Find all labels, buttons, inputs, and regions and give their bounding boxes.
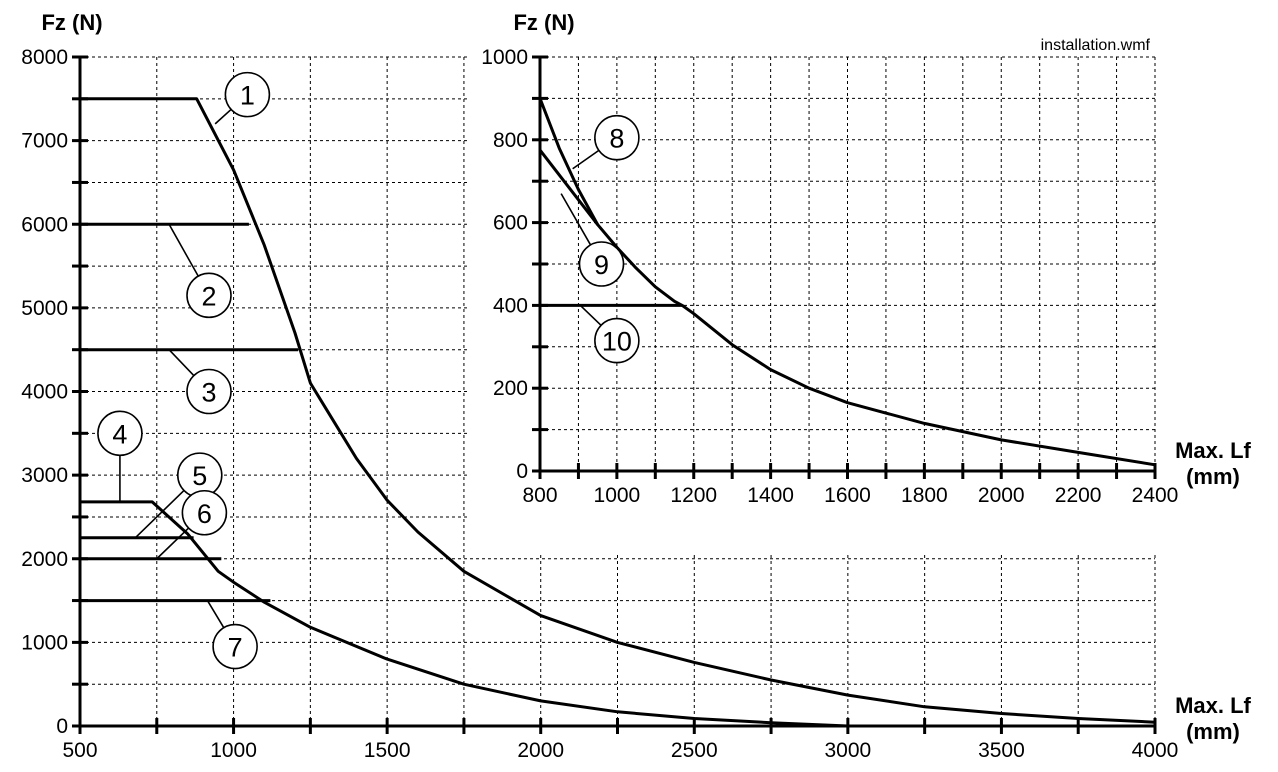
- main-callout-circle-1: [224, 71, 271, 118]
- inset-callout-label-8: 8: [609, 124, 624, 154]
- main-callout-label-4: 4: [112, 419, 127, 449]
- inset-x-tick-label: 1800: [901, 484, 948, 507]
- main-callout-circle-6: [181, 489, 228, 536]
- main-callout-label-1: 1: [240, 81, 255, 111]
- main-callout-label-2: 2: [201, 281, 216, 311]
- inset-x-tick-label: 1000: [594, 484, 641, 507]
- main-callout-leader-2: [168, 223, 199, 277]
- inset-y-tick-label: 0: [516, 460, 528, 483]
- main-x-tick-label: 1000: [210, 739, 257, 762]
- inset-x-tick-label: 800: [522, 484, 557, 507]
- inset-x-tick-label: 1200: [670, 484, 717, 507]
- main-x-tick-label: 1500: [364, 739, 411, 762]
- inset-curve-9: [538, 149, 599, 226]
- main-x-tick-label: 2500: [671, 739, 718, 762]
- main-y-tick-label: 8000: [21, 46, 68, 69]
- main-callout-label-7: 7: [228, 633, 243, 663]
- main-callout-label-5: 5: [192, 461, 207, 491]
- main-x-tick-label: 3000: [824, 739, 871, 762]
- main-callout-circle-3: [186, 368, 232, 415]
- main-y-tick-label: 4000: [21, 381, 68, 404]
- main-curve-1: [80, 97, 1156, 724]
- main-y-tick-label: 6000: [21, 213, 68, 236]
- main-y-tick-label: 3000: [21, 464, 68, 487]
- inset-y-tick-label: 1000: [481, 46, 528, 69]
- inset-callout-leader-10: [579, 304, 602, 326]
- main-y-tick-label: 1000: [21, 631, 68, 654]
- inset-x-tick-label: 2400: [1132, 484, 1179, 507]
- inset-x-tick-label: 1600: [824, 484, 871, 507]
- inset-callout-leader-9: [560, 193, 592, 246]
- inset-x-tick-label: 2200: [1055, 484, 1102, 507]
- inset-callout-circle-9: [578, 241, 625, 287]
- main-y-axis-title: Fz (N): [41, 10, 102, 35]
- inset-callout-circle-8: [594, 114, 640, 161]
- main-callout-circle-4: [97, 410, 143, 457]
- main-callout-circle-2: [186, 272, 232, 319]
- main-x-tick-label: 3500: [978, 739, 1025, 762]
- main-y-tick-label: 7000: [21, 130, 68, 153]
- inset-y-tick-label: 600: [493, 212, 528, 235]
- inset-x-axis-unit: (mm): [1186, 464, 1240, 489]
- inset-callout-label-10: 10: [602, 327, 632, 357]
- main-callout-label-3: 3: [201, 378, 216, 408]
- inset-x-axis-title: Max. Lf: [1175, 438, 1251, 463]
- inset-callout-leader-8: [572, 149, 600, 170]
- main-callout-circle-7: [212, 623, 258, 670]
- main-callout-label-6: 6: [197, 499, 212, 529]
- main-y-tick-label: 0: [56, 715, 68, 738]
- main-callout-leader-5: [134, 489, 185, 539]
- main-callout-leader-6: [156, 527, 190, 560]
- main-x-tick-label: 500: [62, 739, 97, 762]
- inset-x-tick-label: 1400: [747, 484, 794, 507]
- main-callout-leader-1: [214, 108, 232, 125]
- inset-callout-circle-10: [594, 317, 640, 364]
- file-name-label: installation.wmf: [1041, 37, 1151, 54]
- inset-y-tick-label: 800: [493, 129, 528, 152]
- main-x-axis-title: Max. Lf: [1175, 693, 1251, 718]
- main-curve-4: [80, 500, 848, 728]
- main-x-tick-label: 4000: [1132, 739, 1179, 762]
- inset-x-tick-label: 2000: [978, 484, 1025, 507]
- inset-y-tick-label: 200: [493, 377, 528, 400]
- main-callout-leader-7: [206, 600, 225, 629]
- main-x-axis-unit: (mm): [1186, 719, 1240, 744]
- main-y-tick-label: 2000: [21, 548, 68, 571]
- main-callout-leader-3: [168, 349, 195, 377]
- inset-y-axis-title: Fz (N): [513, 10, 574, 35]
- main-y-tick-label: 5000: [21, 297, 68, 320]
- inset-y-tick-label: 400: [493, 294, 528, 317]
- inset-callout-label-9: 9: [594, 250, 609, 280]
- main-x-tick-label: 2000: [517, 739, 564, 762]
